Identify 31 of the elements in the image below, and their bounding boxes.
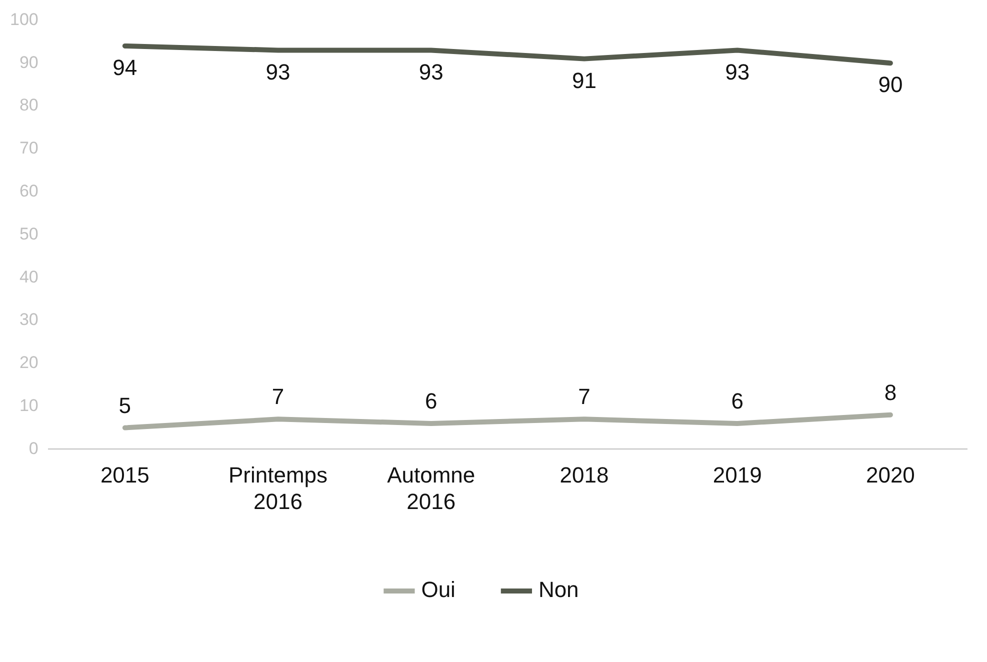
x-tick-label: 2020 [866,462,915,488]
data-label: 7 [272,384,284,410]
y-tick-label: 50 [19,224,38,244]
x-tick-label: 2019 [712,462,762,488]
data-label: 93 [418,59,444,84]
y-tick-label: 10 [19,396,38,415]
legend-label: Oui [421,577,456,602]
data-label: 91 [572,68,596,93]
y-tick-label: 20 [19,353,38,372]
data-label: 7 [578,384,590,410]
data-label: 93 [725,59,750,84]
y-tick-label: 30 [19,310,38,330]
x-tick-label: 2015 [100,462,150,488]
y-tick-label: 90 [19,52,38,72]
data-label: 8 [884,380,897,405]
y-tick-label: 70 [19,138,38,158]
data-label: 5 [118,392,132,418]
data-label: 6 [731,388,744,414]
data-label: 6 [425,388,438,414]
x-tick-label: Automne 2016 [387,462,476,514]
y-tick-label: 60 [19,181,38,200]
x-tick-label: Printemps 2016 [228,462,328,514]
y-tick-label: 0 [28,438,38,458]
legend-label: Non [538,577,579,602]
y-tick-label: 80 [19,96,38,115]
y-tick-label: 100 [10,10,38,29]
x-tick-label: 2018 [560,462,609,488]
data-label: 94 [112,55,138,80]
data-label: 93 [266,59,290,84]
y-tick-label: 40 [19,267,38,286]
data-label: 90 [878,72,903,98]
